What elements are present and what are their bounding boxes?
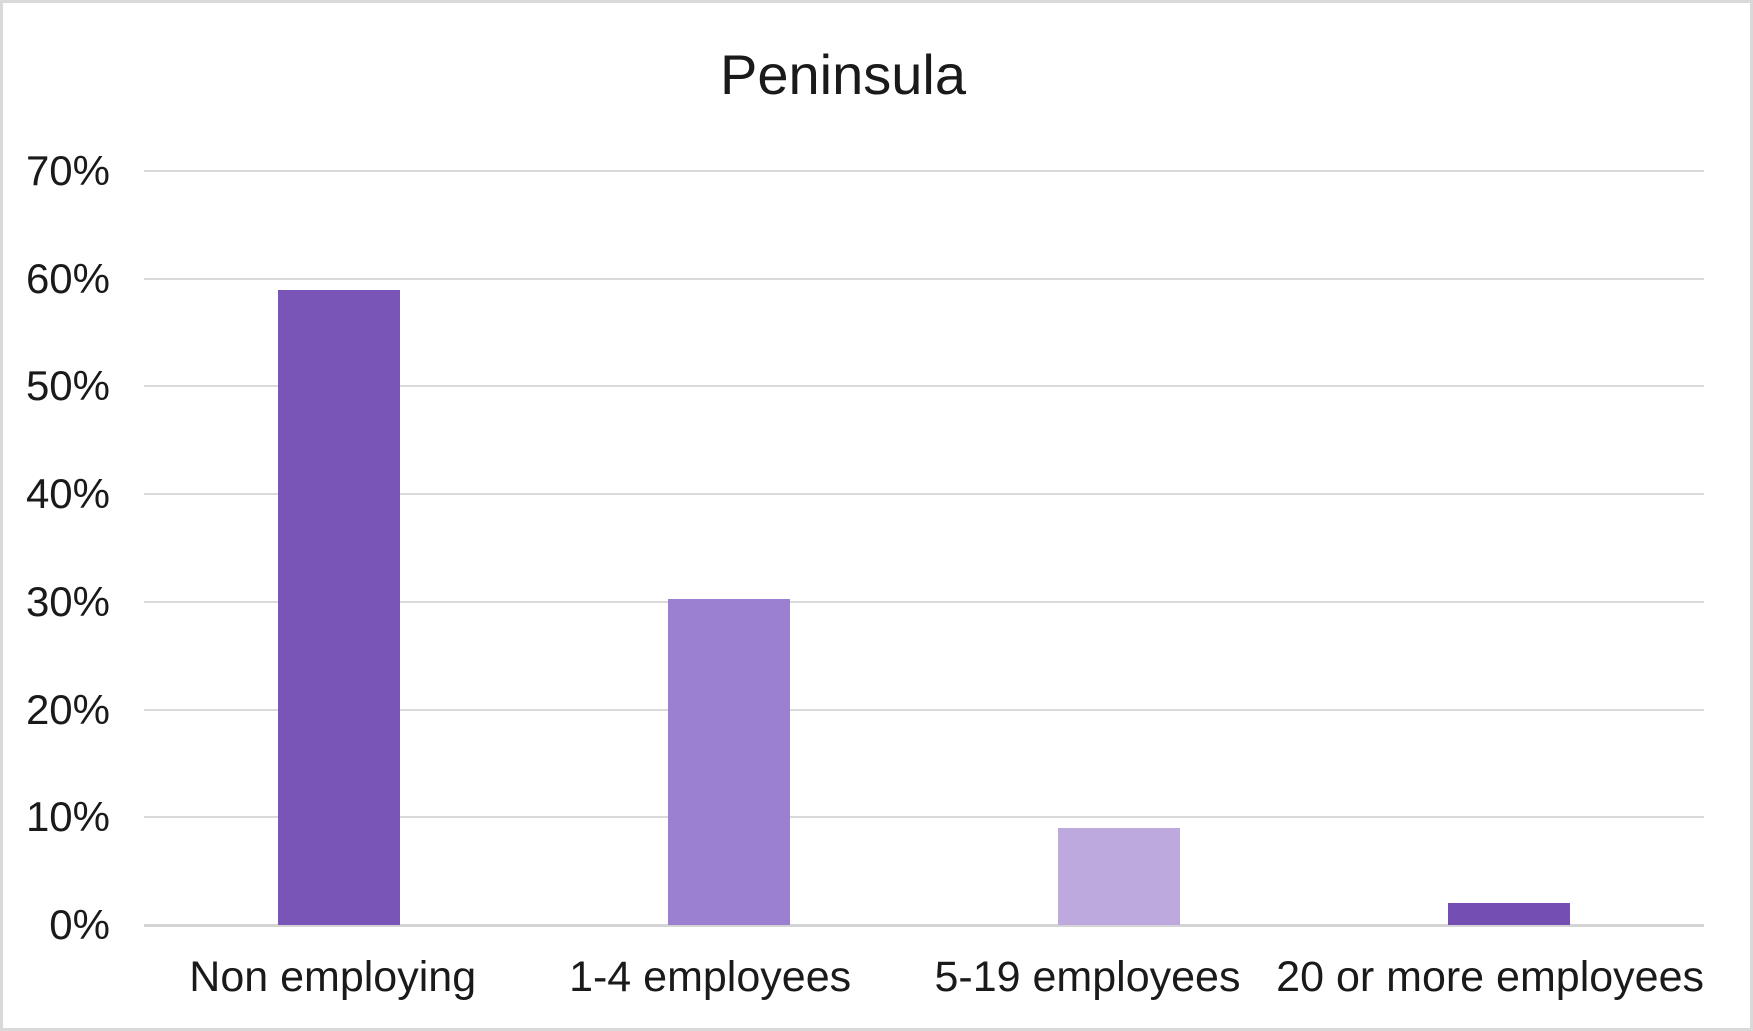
y-tick-label: 0% [49, 901, 110, 948]
y-tick-label: 50% [25, 362, 110, 410]
x-category-label: 20 or more employees [1276, 953, 1704, 1001]
x-axis-category-labels: Non employing 1-4 employees 5-19 employees… [144, 953, 1704, 1002]
y-axis-tick-labels: 0% 10% 20% 30% 40% 50% 60% 70% [3, 150, 110, 946]
gridline [144, 170, 1704, 172]
y-tick-label: 30% [25, 577, 110, 625]
bar-slot [1314, 171, 1704, 925]
x-category-label: 5-19 employees [934, 953, 1241, 1001]
gridline [144, 600, 1704, 603]
bar-non-employing[interactable] [278, 289, 400, 925]
x-category-label: Non employing [189, 953, 477, 1001]
plot-area [144, 170, 1704, 927]
bar-slot [924, 171, 1314, 925]
x-axis-baseline [144, 924, 1704, 927]
bar-1-4-employees[interactable] [668, 598, 790, 925]
chart-title: Peninsula [720, 43, 966, 106]
bar-slot [144, 171, 534, 925]
gridline [144, 816, 1704, 819]
y-tick-label: 20% [25, 685, 110, 733]
bars-layer [144, 171, 1704, 925]
gridline [144, 708, 1704, 711]
x-category-label: 1-4 employees [569, 953, 852, 1001]
bar-20-or-more-employees[interactable] [1448, 903, 1570, 925]
y-tick-label: 60% [25, 254, 110, 302]
bar-5-19-employees[interactable] [1058, 828, 1180, 925]
gridline [144, 493, 1704, 496]
gridline [144, 277, 1704, 280]
y-tick-label: 40% [25, 470, 110, 518]
y-tick-label: 10% [25, 793, 110, 841]
y-tick-label: 70% [25, 147, 110, 194]
gridline [144, 385, 1704, 388]
bar-slot [534, 171, 924, 925]
